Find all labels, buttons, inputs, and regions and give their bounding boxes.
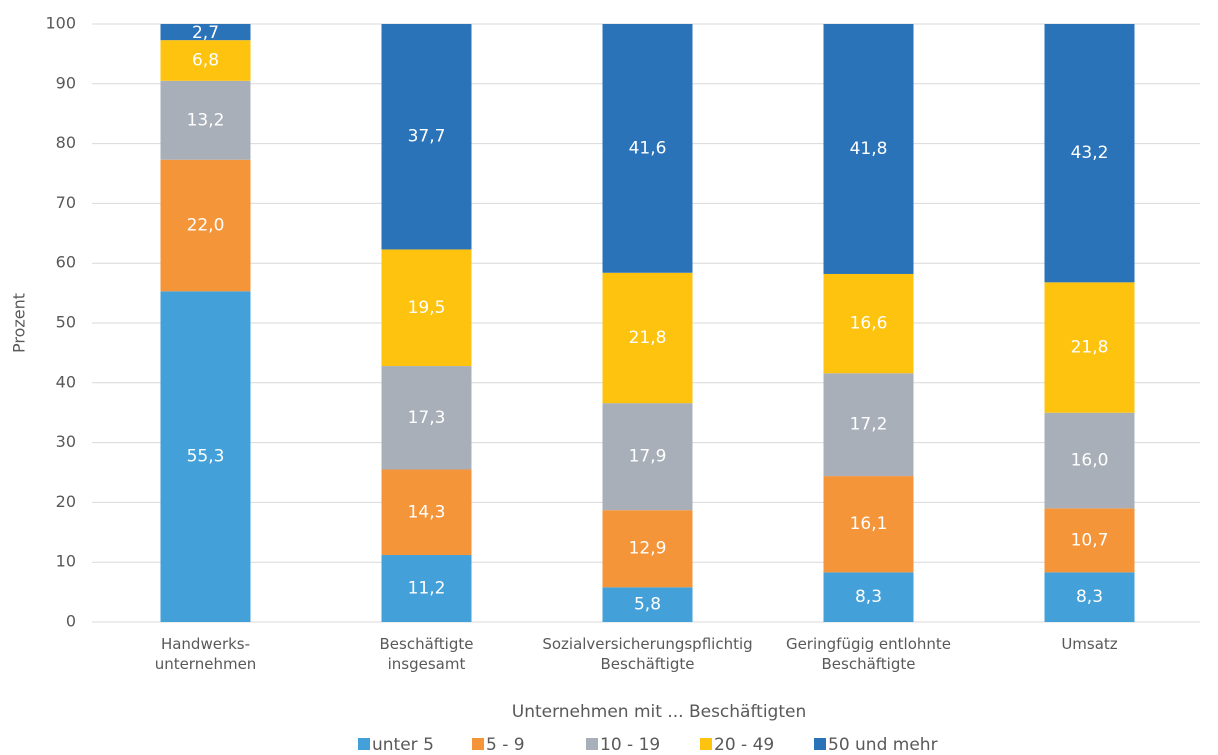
value-label: 8,3 [1076,587,1103,607]
legend-label: 5 - 9 [486,735,525,755]
value-label: 41,6 [629,138,667,158]
bar-segment [1044,24,1135,283]
bar-segment [823,373,914,477]
y-tick-label: 60 [56,253,76,272]
bar-segment [823,24,914,274]
x-tick-label-line: Beschäftigte [380,635,474,653]
value-label: 21,8 [1071,338,1109,358]
x-tick-label-line: insgesamt [388,655,466,673]
bar-segment [381,249,472,367]
legend-label: 10 - 19 [600,735,660,755]
bar-segment [602,587,693,622]
value-label: 22,0 [187,216,225,236]
bar-segment [1044,282,1135,413]
legend-swatch [700,738,712,750]
bar-segment [381,24,472,250]
bar-segment [1044,508,1135,573]
x-tick-label-line: Geringfügig entlohnte [786,635,951,653]
y-tick-label: 10 [56,552,76,571]
value-label: 5,8 [634,595,661,615]
y-tick-label: 100 [45,14,76,33]
value-label: 43,2 [1071,143,1109,163]
value-label: 21,8 [629,328,667,348]
value-label: 14,3 [408,502,446,522]
bar-segment [381,555,472,622]
bar-segment [160,291,251,622]
x-tick-label-line: Beschäftigte [601,655,695,673]
bar-segment [602,403,693,511]
y-tick-label: 30 [56,432,76,451]
x-tick-label: Sozialversicherungspflichtig Beschäftigte [542,635,752,673]
bar-segment [1044,572,1135,622]
value-label: 12,9 [629,539,667,559]
y-tick-label: 90 [56,73,76,92]
y-tick-label: 80 [56,133,76,152]
bar-segment [823,572,914,622]
legend-label: unter 5 [372,735,434,755]
value-label: 8,3 [855,587,882,607]
value-label: 19,5 [408,298,446,318]
x-tick-label-line: Umsatz [1061,635,1117,653]
x-tick-label-line: unternehmen [155,655,257,673]
value-label: 6,8 [192,50,219,70]
x-tick-label-line: Sozialversicherungspflichtig [542,635,752,653]
bar-segment [823,273,914,374]
y-axis-label: Prozent [10,293,29,353]
value-label: 55,3 [187,447,225,467]
value-label: 11,2 [408,579,446,599]
value-label: 17,3 [408,408,446,428]
value-label: 17,9 [629,447,667,467]
bar-segment [381,469,472,556]
x-tick-label-line: Beschäftigte [822,655,916,673]
value-label: 17,2 [850,415,888,435]
y-tick-label: 70 [56,193,76,212]
bar-segment [602,510,693,588]
value-label: 41,8 [850,139,888,159]
legend-label: 50 und mehr [828,735,938,755]
x-tick-label-line: Handwerks- [161,635,250,653]
value-label: 13,2 [187,110,225,130]
y-tick-label: 0 [66,612,76,631]
x-tick-label: Handwerks-unternehmen [155,635,257,673]
bar-segment [160,80,251,160]
bar-segment [823,476,914,573]
legend-label: 20 - 49 [714,735,774,755]
legend-swatch [814,738,826,750]
legend-swatch [586,738,598,750]
bar-segment [381,366,472,470]
bar-segment [160,24,251,41]
y-tick-label: 20 [56,492,76,511]
value-label: 2,7 [192,23,219,43]
x-tick-label: Geringfügig entlohnte Beschäftigte [786,635,951,673]
bar-segment [160,159,251,292]
bar-segment [602,272,693,404]
bar-segment [602,24,693,273]
value-label: 16,1 [850,514,888,534]
y-tick-label: 50 [56,313,76,332]
bar-segment [1044,412,1135,509]
bar-segment [160,40,251,81]
legend-swatch [358,738,370,750]
value-label: 37,7 [408,127,446,147]
value-label: 16,0 [1071,451,1109,471]
x-axis-label: Unternehmen mit ... Beschäftigten [512,702,807,722]
x-tick-label: Beschäftigte insgesamt [380,635,474,673]
value-label: 16,6 [850,314,888,334]
legend-swatch [472,738,484,750]
x-tick-label: Umsatz [1061,635,1117,653]
y-tick-label: 40 [56,372,76,391]
value-label: 10,7 [1071,530,1109,550]
